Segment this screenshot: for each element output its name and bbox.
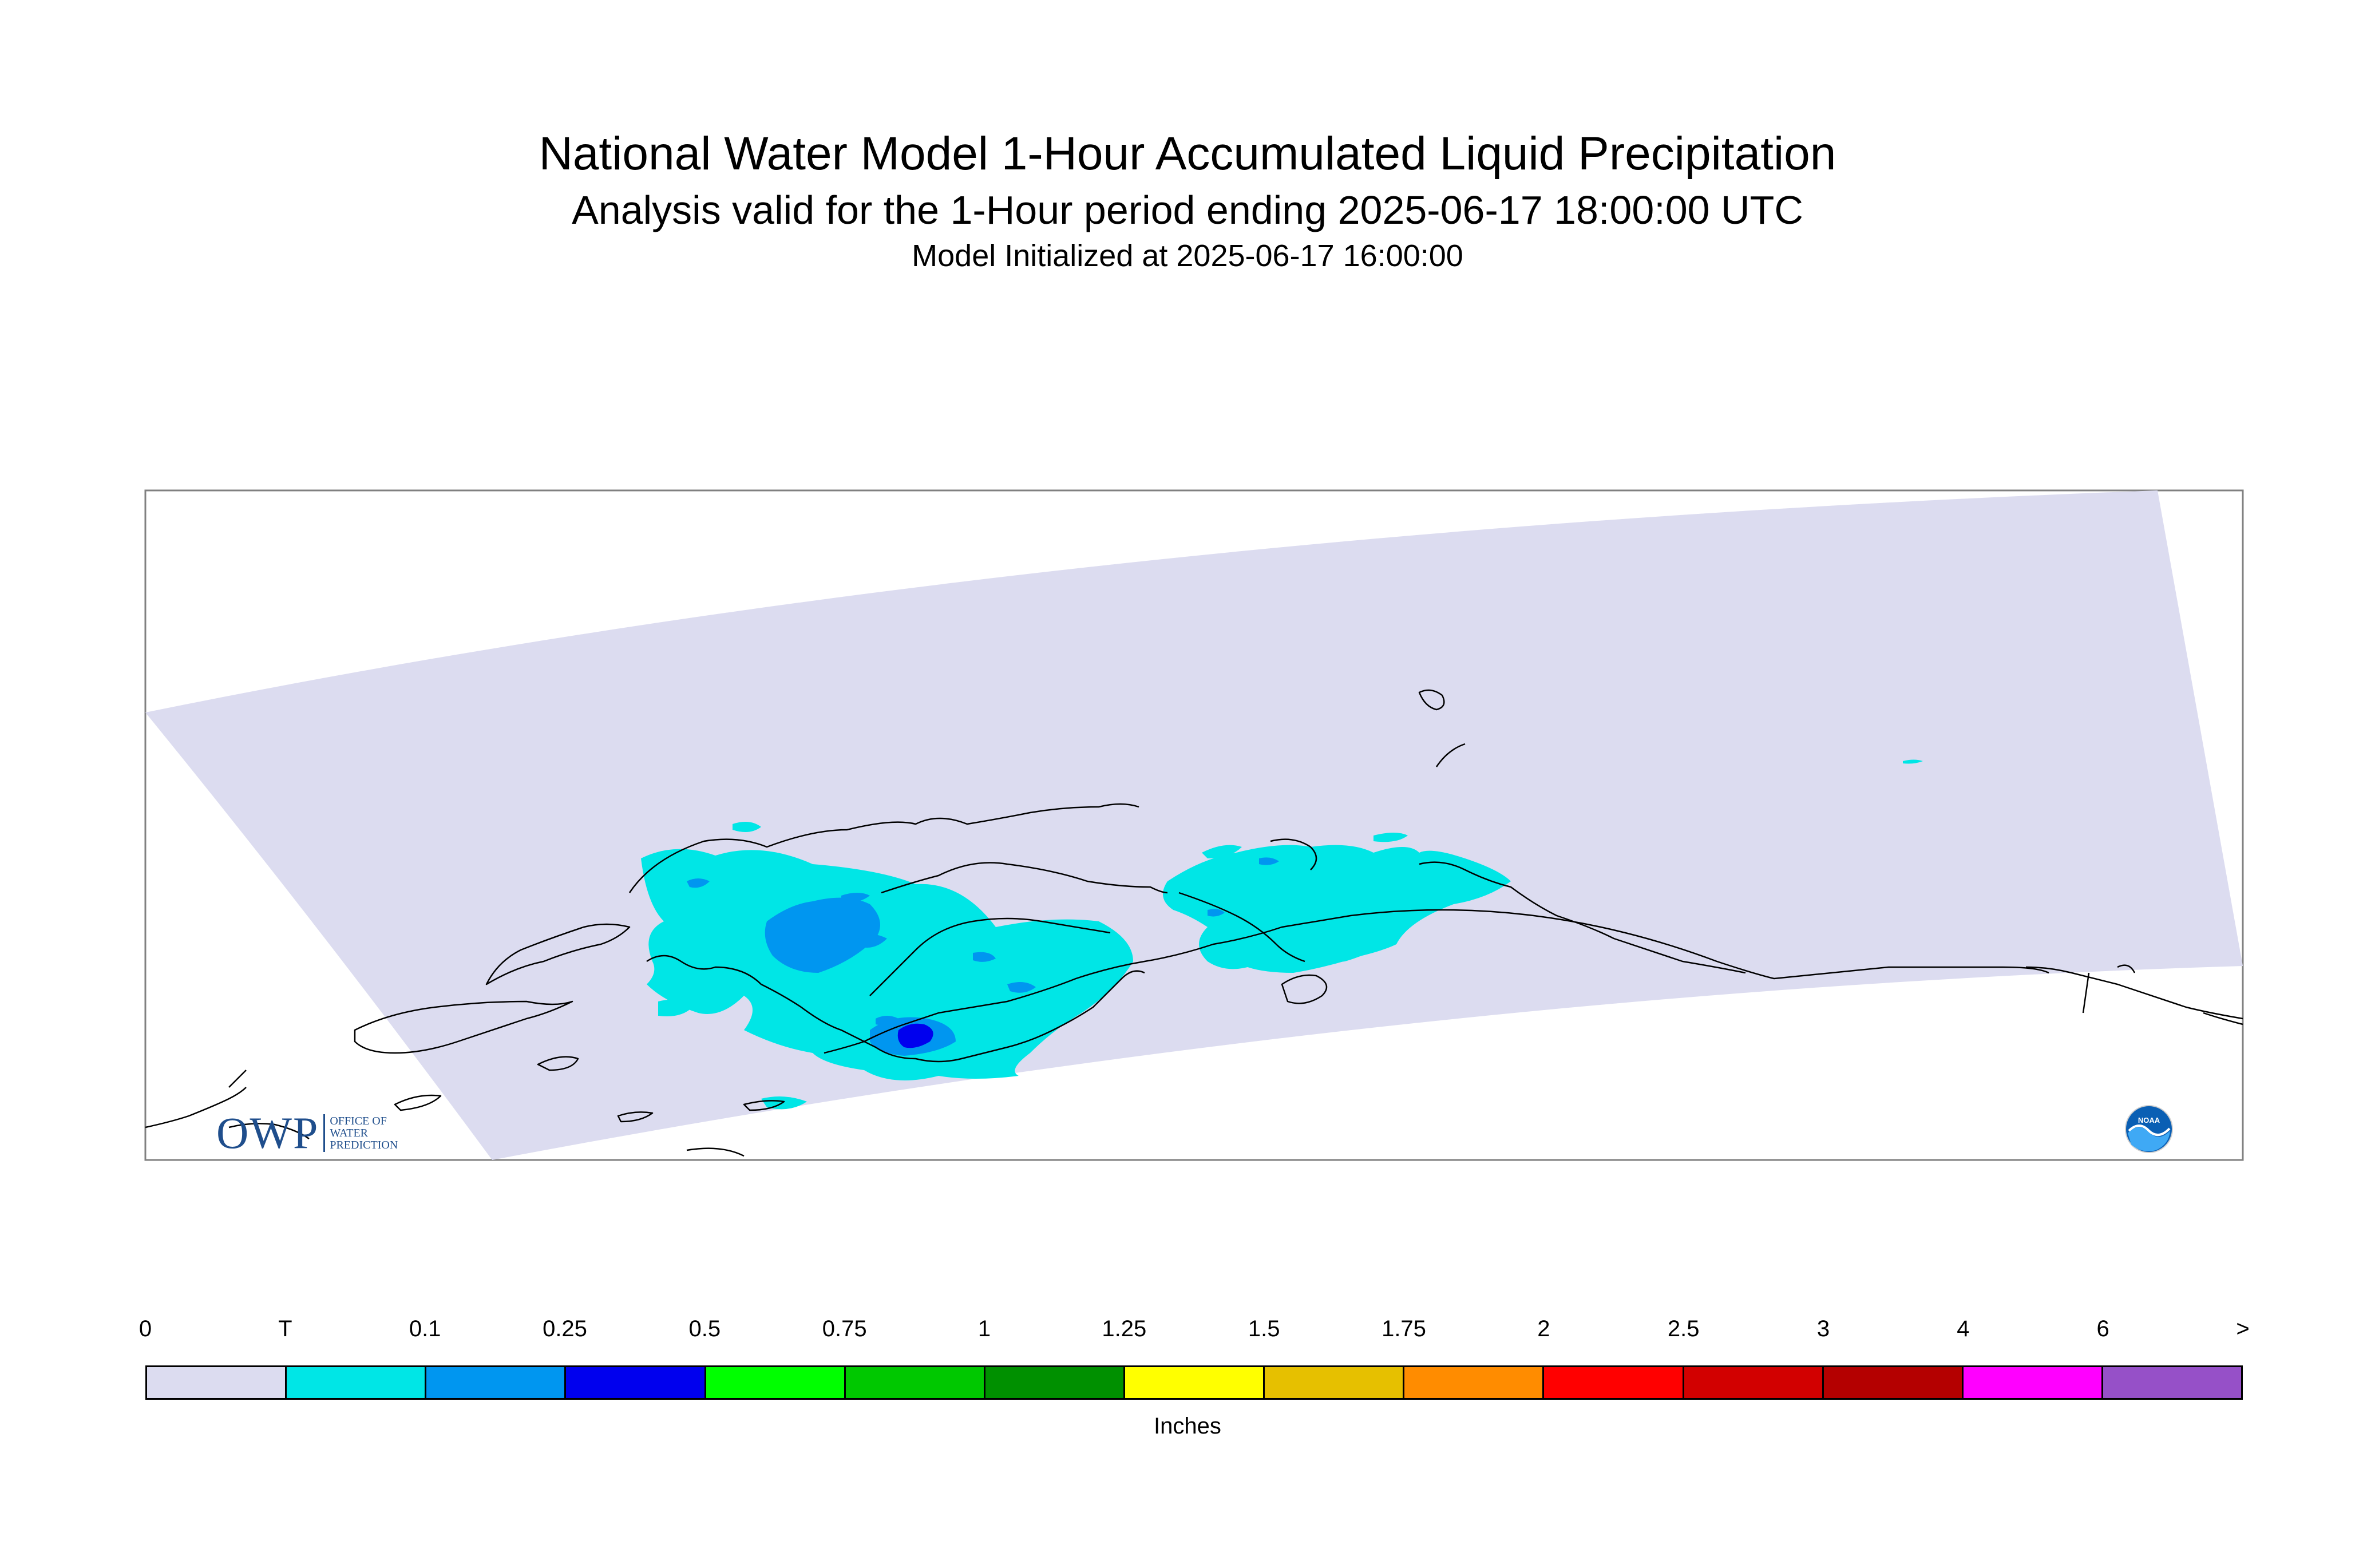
legend-swatch xyxy=(1544,1367,1684,1398)
page-title: National Water Model 1-Hour Accumulated … xyxy=(539,128,1836,180)
legend-swatch xyxy=(1823,1367,1964,1398)
legend-tick-label: > xyxy=(2236,1316,2250,1341)
legend-swatch xyxy=(1125,1367,1265,1398)
legend-tick-label: 6 xyxy=(2096,1316,2109,1341)
legend-tick-label: 1.25 xyxy=(1102,1316,1147,1341)
owp-line-3: PREDICTION xyxy=(330,1138,398,1151)
legend-tick-label: T xyxy=(278,1316,292,1341)
model-init-line: Model Initialized at 2025-06-17 16:00:00 xyxy=(912,239,1463,273)
legend-tick-label: 3 xyxy=(1816,1316,1830,1341)
owp-line-2: WATER xyxy=(330,1126,369,1139)
owp-text: OFFICE OF WATER PREDICTION xyxy=(330,1115,398,1151)
legend-tick-label: 2 xyxy=(1537,1316,1550,1341)
legend-swatch xyxy=(1963,1367,2103,1398)
legend-swatch xyxy=(426,1367,567,1398)
legend-tick-label: 0.75 xyxy=(822,1316,867,1341)
legend-labels: 0 T 0.1 0.25 0.5 0.75 1 1.25 1.5 1.75 2 2.5 3 4 6 > xyxy=(0,1316,2375,1351)
legend-swatch xyxy=(1404,1367,1545,1398)
legend-tick-label: 1.5 xyxy=(1248,1316,1280,1341)
legend-swatch xyxy=(985,1367,1125,1398)
page-subtitle: Analysis valid for the 1-Hour period end… xyxy=(572,188,1803,232)
legend-tick-label: 0 xyxy=(138,1316,152,1341)
legend-colorbar xyxy=(145,1365,2243,1400)
legend-swatch xyxy=(287,1367,427,1398)
noaa-text: NOAA xyxy=(2138,1116,2160,1124)
legend-swatch xyxy=(566,1367,706,1398)
legend-swatch xyxy=(1684,1367,1824,1398)
legend-swatch xyxy=(147,1367,287,1398)
legend-tick-label: 4 xyxy=(1957,1316,1970,1341)
precip-trace xyxy=(641,759,1923,1110)
legend-tick-label: 1.75 xyxy=(1382,1316,1426,1341)
precip-moderate xyxy=(897,1023,933,1048)
legend-swatch xyxy=(845,1367,985,1398)
noaa-logo: NOAA xyxy=(2125,1105,2173,1153)
legend-tick-label: 0.5 xyxy=(688,1316,721,1341)
owp-line-1: OFFICE OF xyxy=(330,1114,387,1127)
legend-tick-label: 0.1 xyxy=(409,1316,441,1341)
coastlines xyxy=(145,689,2243,1157)
owp-letters: OWP xyxy=(216,1108,319,1158)
legend-swatch xyxy=(1265,1367,1405,1398)
legend-swatch xyxy=(706,1367,846,1398)
legend-swatch xyxy=(2103,1367,2242,1398)
legend-tick-label: 1 xyxy=(977,1316,991,1341)
owp-logo: OWP OFFICE OF WATER PREDICTION xyxy=(216,1107,398,1159)
legend-tick-label: 2.5 xyxy=(1667,1316,1700,1341)
owp-divider xyxy=(323,1114,326,1152)
legend-units: Inches xyxy=(1154,1413,1221,1439)
legend-tick-label: 0.25 xyxy=(543,1316,587,1341)
